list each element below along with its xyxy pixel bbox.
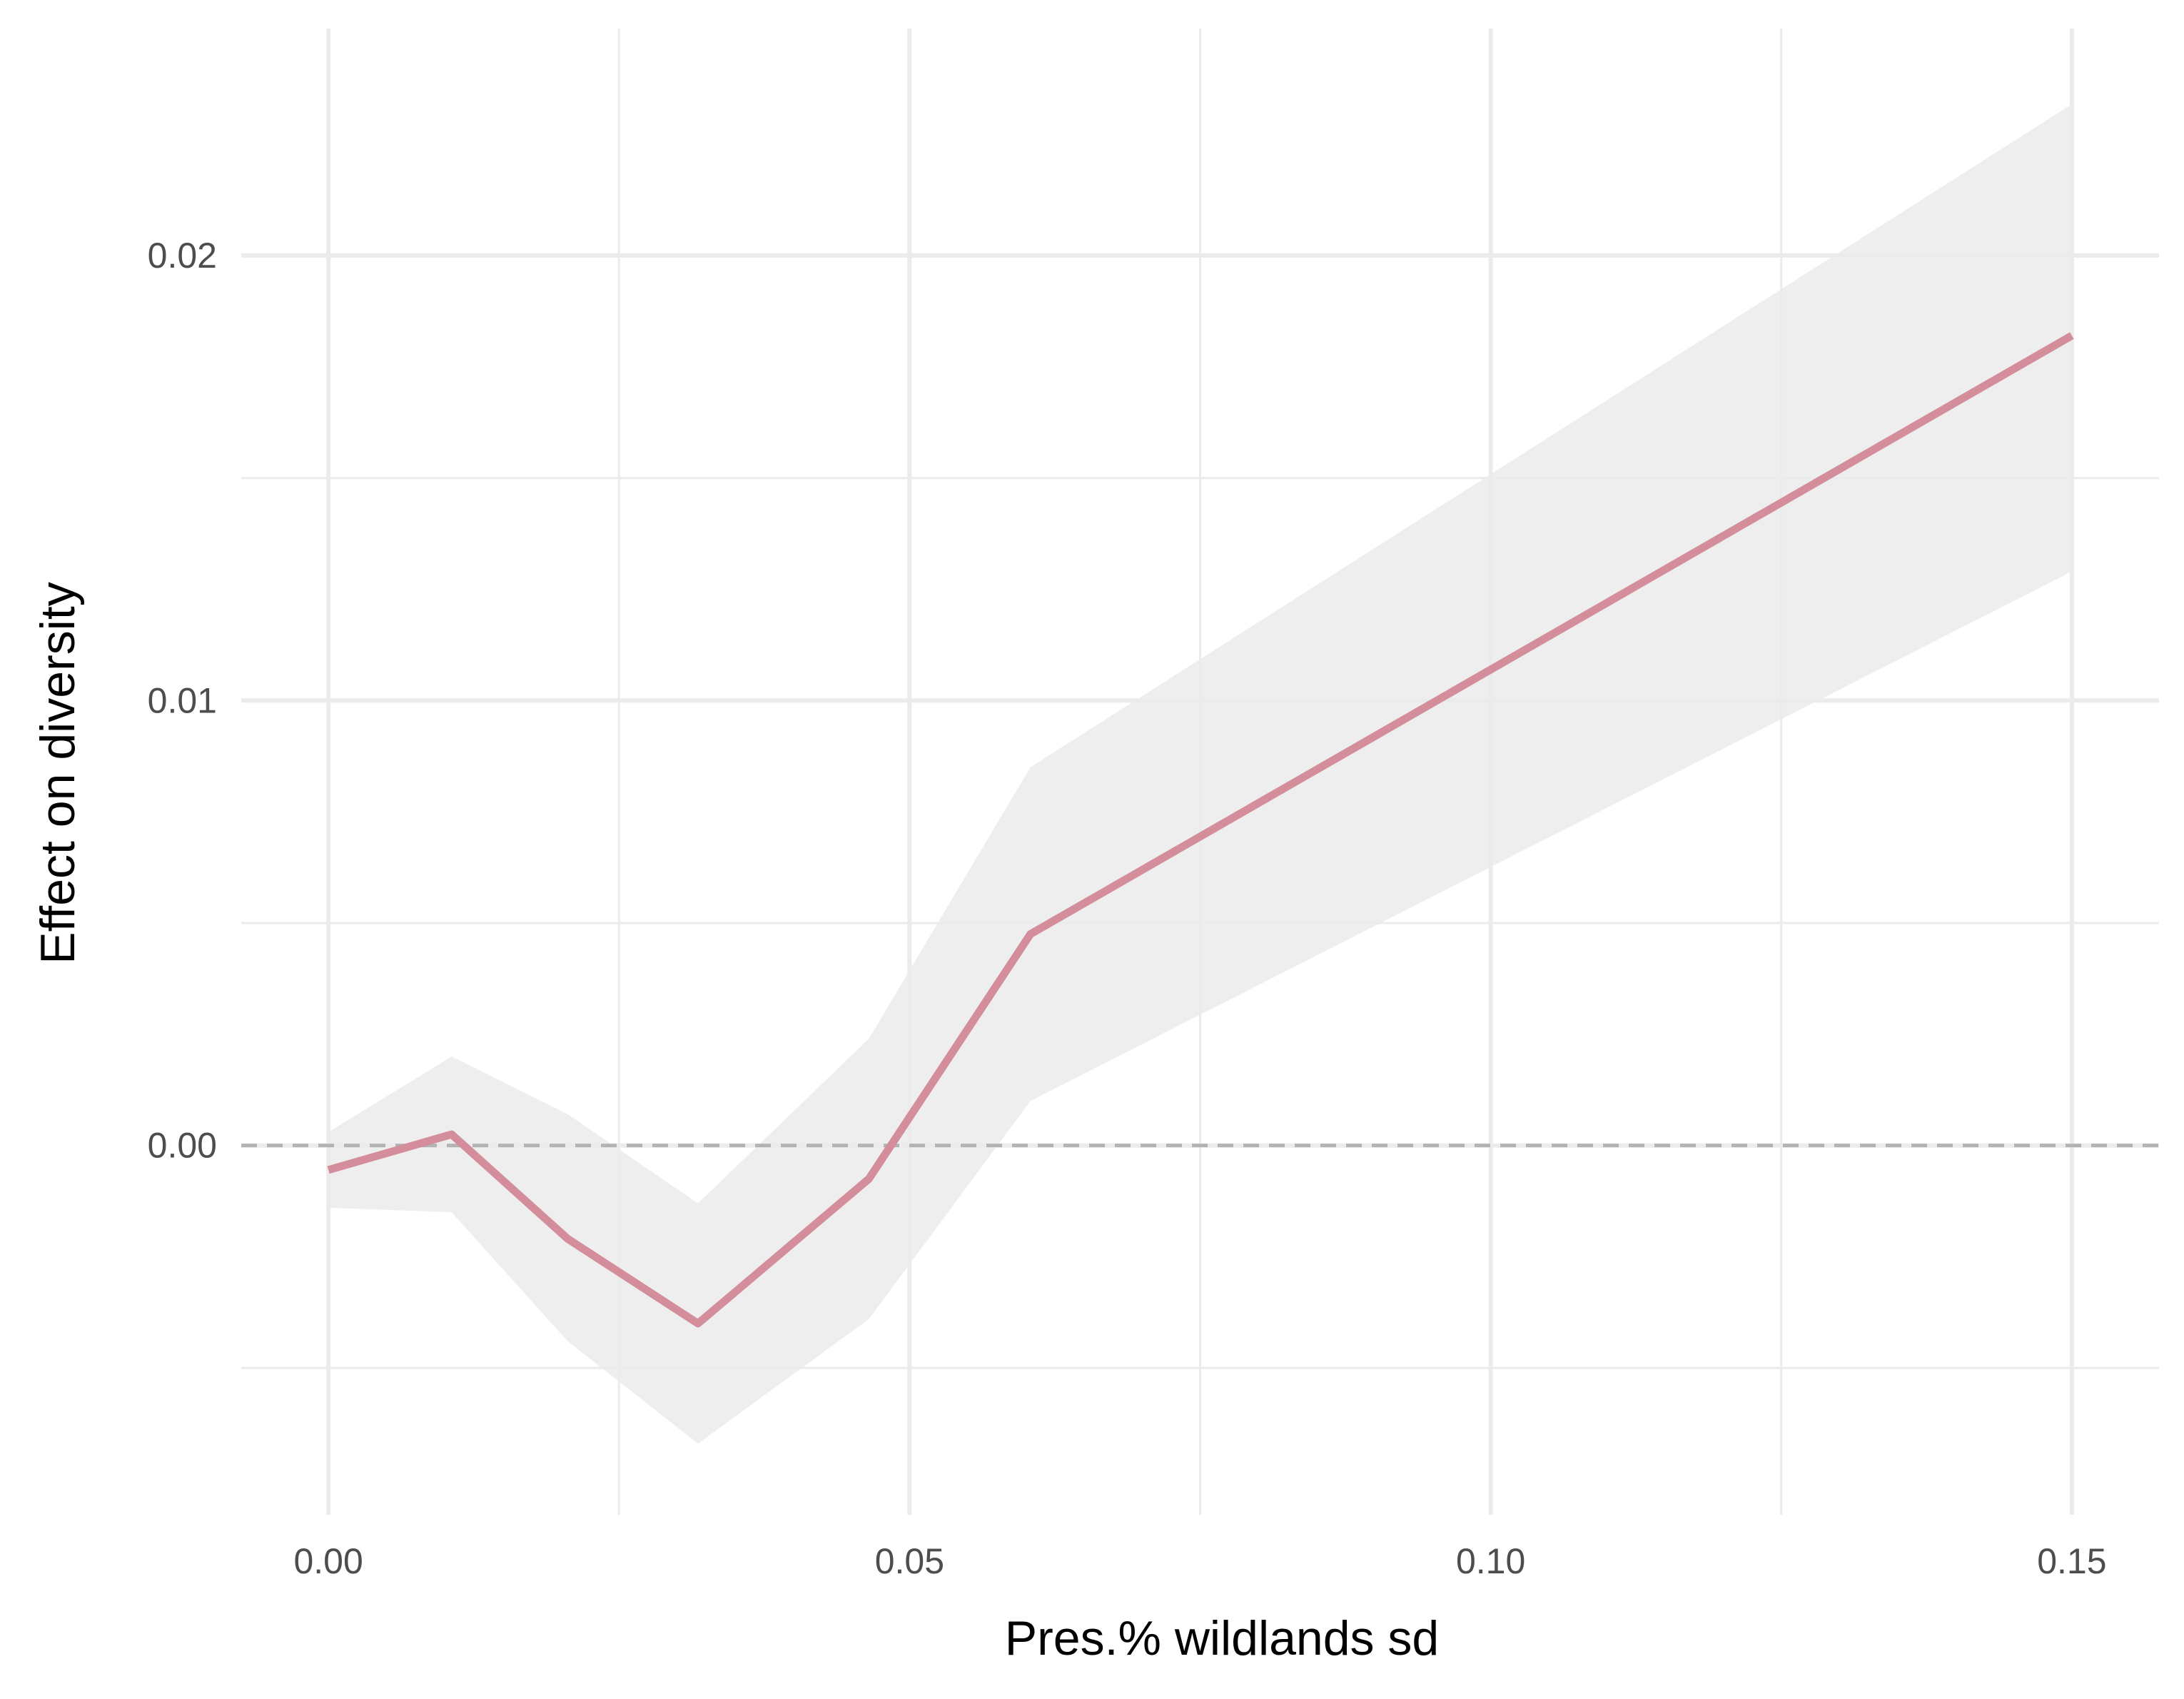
x-axis-title: Pres.% wildlands sd <box>1005 1611 1439 1665</box>
y-tick-labels: 0.00 0.01 0.02 <box>148 236 217 1166</box>
y-tick-label: 0.02 <box>148 236 217 276</box>
x-tick-label: 0.05 <box>875 1541 944 1581</box>
effect-line <box>327 332 2074 1328</box>
y-tick-label: 0.00 <box>148 1126 217 1166</box>
x-tick-label: 0.10 <box>1456 1541 1525 1581</box>
confidence-band <box>328 104 2072 1444</box>
x-tick-labels: 0.00 0.05 0.10 0.15 <box>293 1541 2106 1581</box>
y-axis-title: Effect on diversity <box>31 582 85 964</box>
y-tick-label: 0.01 <box>148 680 217 720</box>
x-tick-label: 0.15 <box>2037 1541 2106 1581</box>
x-tick-label: 0.00 <box>293 1541 363 1581</box>
